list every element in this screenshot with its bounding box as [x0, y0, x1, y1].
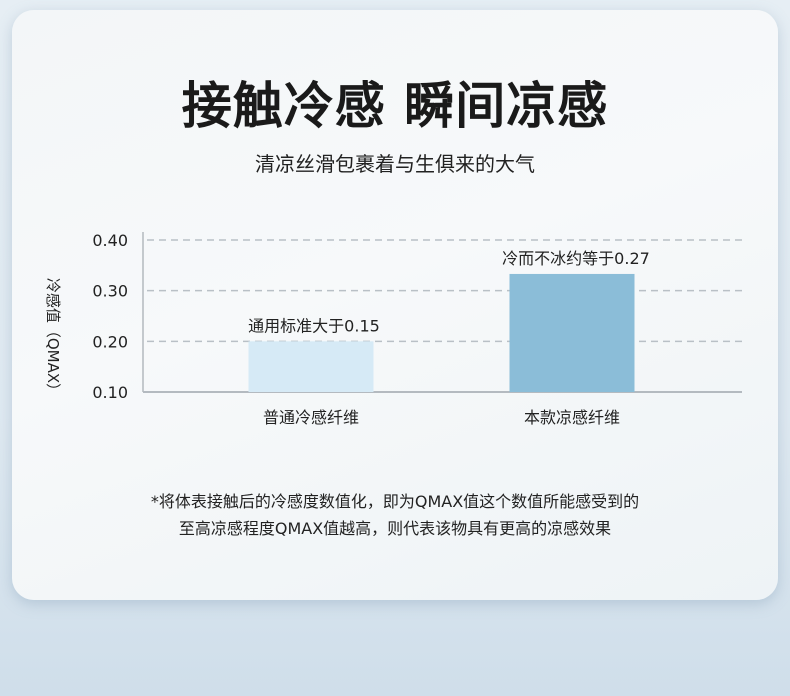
y-tick-label: 0.30: [92, 282, 128, 301]
x-category-label: 普通冷感纤维: [263, 408, 359, 427]
content-card: [12, 10, 778, 600]
data-label: 通用标准大于0.15: [248, 316, 380, 335]
page-subtitle: 清凉丝滑包裹着与生俱来的大气: [255, 152, 535, 176]
y-tick-label: 0.10: [92, 383, 128, 402]
bar: [248, 341, 374, 392]
page-title: 接触冷感 瞬间凉感: [181, 77, 609, 135]
y-tick-label: 0.40: [92, 231, 128, 250]
y-axis-label: 冷感值（QMAX）: [44, 278, 62, 398]
data-label: 冷而不冰约等于0.27: [502, 249, 650, 268]
footnote-line-2: 至高凉感程度QMAX值越高，则代表该物具有更高的凉感效果: [178, 519, 612, 538]
footnote-line-1: *将体表接触后的冷感度数值化，即为QMAX值这个数值所能感受到的: [150, 492, 640, 511]
bar: [509, 273, 635, 392]
x-category-label: 本款凉感纤维: [524, 408, 620, 427]
y-tick-label: 0.20: [92, 332, 128, 351]
